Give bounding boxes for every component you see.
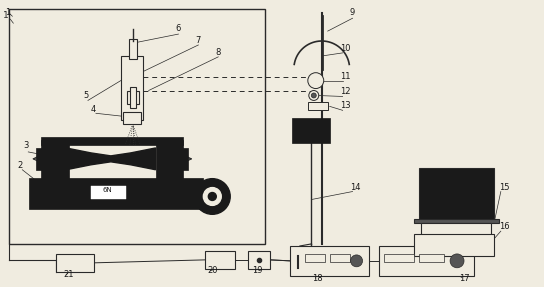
Bar — [123, 112, 141, 124]
Bar — [127, 90, 139, 104]
Bar — [290, 246, 369, 276]
Bar — [419, 254, 444, 262]
Text: 17: 17 — [459, 274, 469, 283]
Text: 7: 7 — [195, 36, 201, 45]
Polygon shape — [66, 148, 156, 170]
Bar — [29, 178, 203, 209]
Text: 1: 1 — [3, 11, 9, 20]
Bar — [9, 9, 265, 244]
Bar — [41, 137, 183, 145]
Bar — [91, 186, 126, 199]
Bar — [159, 148, 188, 170]
Text: 6N: 6N — [103, 187, 113, 193]
Bar — [129, 39, 137, 59]
Bar — [36, 148, 66, 170]
Text: 2: 2 — [17, 161, 22, 170]
Text: 20: 20 — [207, 266, 218, 275]
Text: 21: 21 — [63, 270, 73, 279]
Bar — [41, 140, 69, 182]
Text: 8: 8 — [215, 48, 221, 57]
Bar — [415, 219, 499, 223]
Text: 18: 18 — [312, 274, 323, 283]
Text: 6: 6 — [176, 24, 181, 33]
Circle shape — [203, 188, 221, 205]
Text: 4: 4 — [91, 105, 96, 114]
Text: 11: 11 — [339, 72, 350, 81]
Bar — [121, 56, 143, 120]
Circle shape — [350, 255, 362, 267]
Bar — [248, 251, 270, 269]
Bar — [156, 140, 183, 182]
Text: 19: 19 — [252, 266, 263, 275]
Bar — [305, 254, 325, 262]
Bar — [129, 87, 135, 108]
Bar — [380, 246, 474, 276]
Text: 9: 9 — [350, 8, 355, 17]
Text: 10: 10 — [339, 44, 350, 53]
Circle shape — [194, 179, 230, 214]
Text: 16: 16 — [499, 222, 510, 231]
Bar — [308, 102, 327, 110]
Bar — [385, 254, 415, 262]
Circle shape — [208, 193, 217, 200]
Circle shape — [309, 90, 319, 100]
Text: 1: 1 — [5, 8, 11, 17]
Text: 14: 14 — [350, 183, 360, 191]
Bar — [330, 254, 350, 262]
Bar — [56, 254, 94, 272]
Text: 3: 3 — [23, 141, 29, 150]
Circle shape — [311, 93, 316, 98]
Circle shape — [308, 73, 324, 88]
Circle shape — [450, 254, 464, 268]
Text: 5: 5 — [83, 92, 88, 100]
Text: 15: 15 — [499, 183, 509, 191]
Bar — [421, 223, 491, 235]
Bar — [415, 234, 494, 256]
Bar — [292, 118, 330, 143]
Text: 12: 12 — [339, 88, 350, 96]
Text: 13: 13 — [339, 101, 350, 110]
Bar — [205, 251, 235, 269]
Bar — [419, 168, 494, 219]
